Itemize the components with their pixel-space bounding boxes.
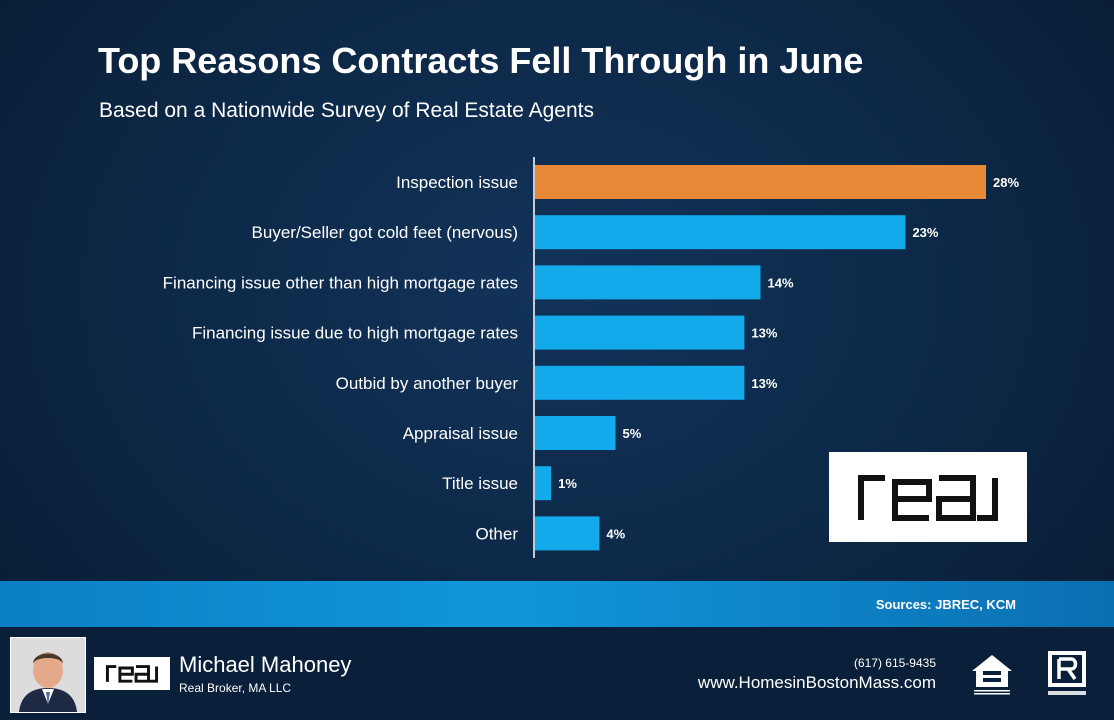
sources-band: Sources: JBREC, KCM bbox=[0, 581, 1114, 627]
real-logo-icon bbox=[858, 475, 998, 521]
real-logo bbox=[829, 452, 1027, 542]
bar-7 bbox=[535, 516, 600, 551]
bar-6 bbox=[535, 466, 552, 501]
footer-real-logo bbox=[94, 657, 170, 690]
value-label: 23% bbox=[912, 225, 938, 240]
category-label: Financing issue other than high mortgage… bbox=[163, 273, 518, 292]
bar-3 bbox=[535, 315, 745, 350]
agent-phone: (617) 615-9435 bbox=[853, 656, 936, 670]
bar-4 bbox=[535, 365, 745, 400]
equal-housing-opportunity-icon bbox=[972, 655, 1012, 695]
bar-chart: Inspection issue 28% Buyer/Seller got cold… bbox=[163, 165, 1019, 551]
footer: Michael Mahoney Real Broker, MA LLC (617… bbox=[0, 627, 1114, 720]
bar-1 bbox=[535, 215, 906, 250]
agent-photo bbox=[10, 637, 86, 713]
value-label: 14% bbox=[768, 275, 794, 290]
bar-2 bbox=[535, 265, 761, 300]
value-label: 13% bbox=[751, 376, 777, 391]
category-label: Outbid by another buyer bbox=[336, 374, 519, 393]
value-label: 28% bbox=[993, 175, 1019, 190]
category-label: Other bbox=[475, 524, 518, 543]
value-label: 5% bbox=[623, 426, 642, 441]
page-title: Top Reasons Contracts Fell Through in Ju… bbox=[98, 40, 864, 81]
category-label: Financing issue due to high mortgage rat… bbox=[192, 324, 518, 343]
agent-name: Michael Mahoney bbox=[179, 652, 352, 677]
sources-text: Sources: JBREC, KCM bbox=[875, 597, 1016, 612]
real-logo-small-icon bbox=[105, 665, 159, 683]
agent-avatar-icon bbox=[11, 638, 85, 712]
page-subtitle: Based on a Nationwide Survey of Real Est… bbox=[99, 99, 594, 122]
category-label: Inspection issue bbox=[396, 173, 518, 192]
bar-5 bbox=[535, 416, 616, 450]
category-label: Title issue bbox=[442, 474, 518, 493]
category-label: Buyer/Seller got cold feet (nervous) bbox=[252, 223, 518, 242]
category-label: Appraisal issue bbox=[403, 424, 518, 443]
value-label: 13% bbox=[751, 326, 777, 341]
agent-website[interactable]: www.HomesinBostonMass.com bbox=[697, 673, 936, 692]
agent-company: Real Broker, MA LLC bbox=[179, 681, 292, 695]
bar-0 bbox=[535, 165, 986, 199]
value-label: 1% bbox=[558, 476, 577, 491]
value-label: 4% bbox=[606, 526, 625, 541]
realtor-icon bbox=[1048, 651, 1086, 695]
